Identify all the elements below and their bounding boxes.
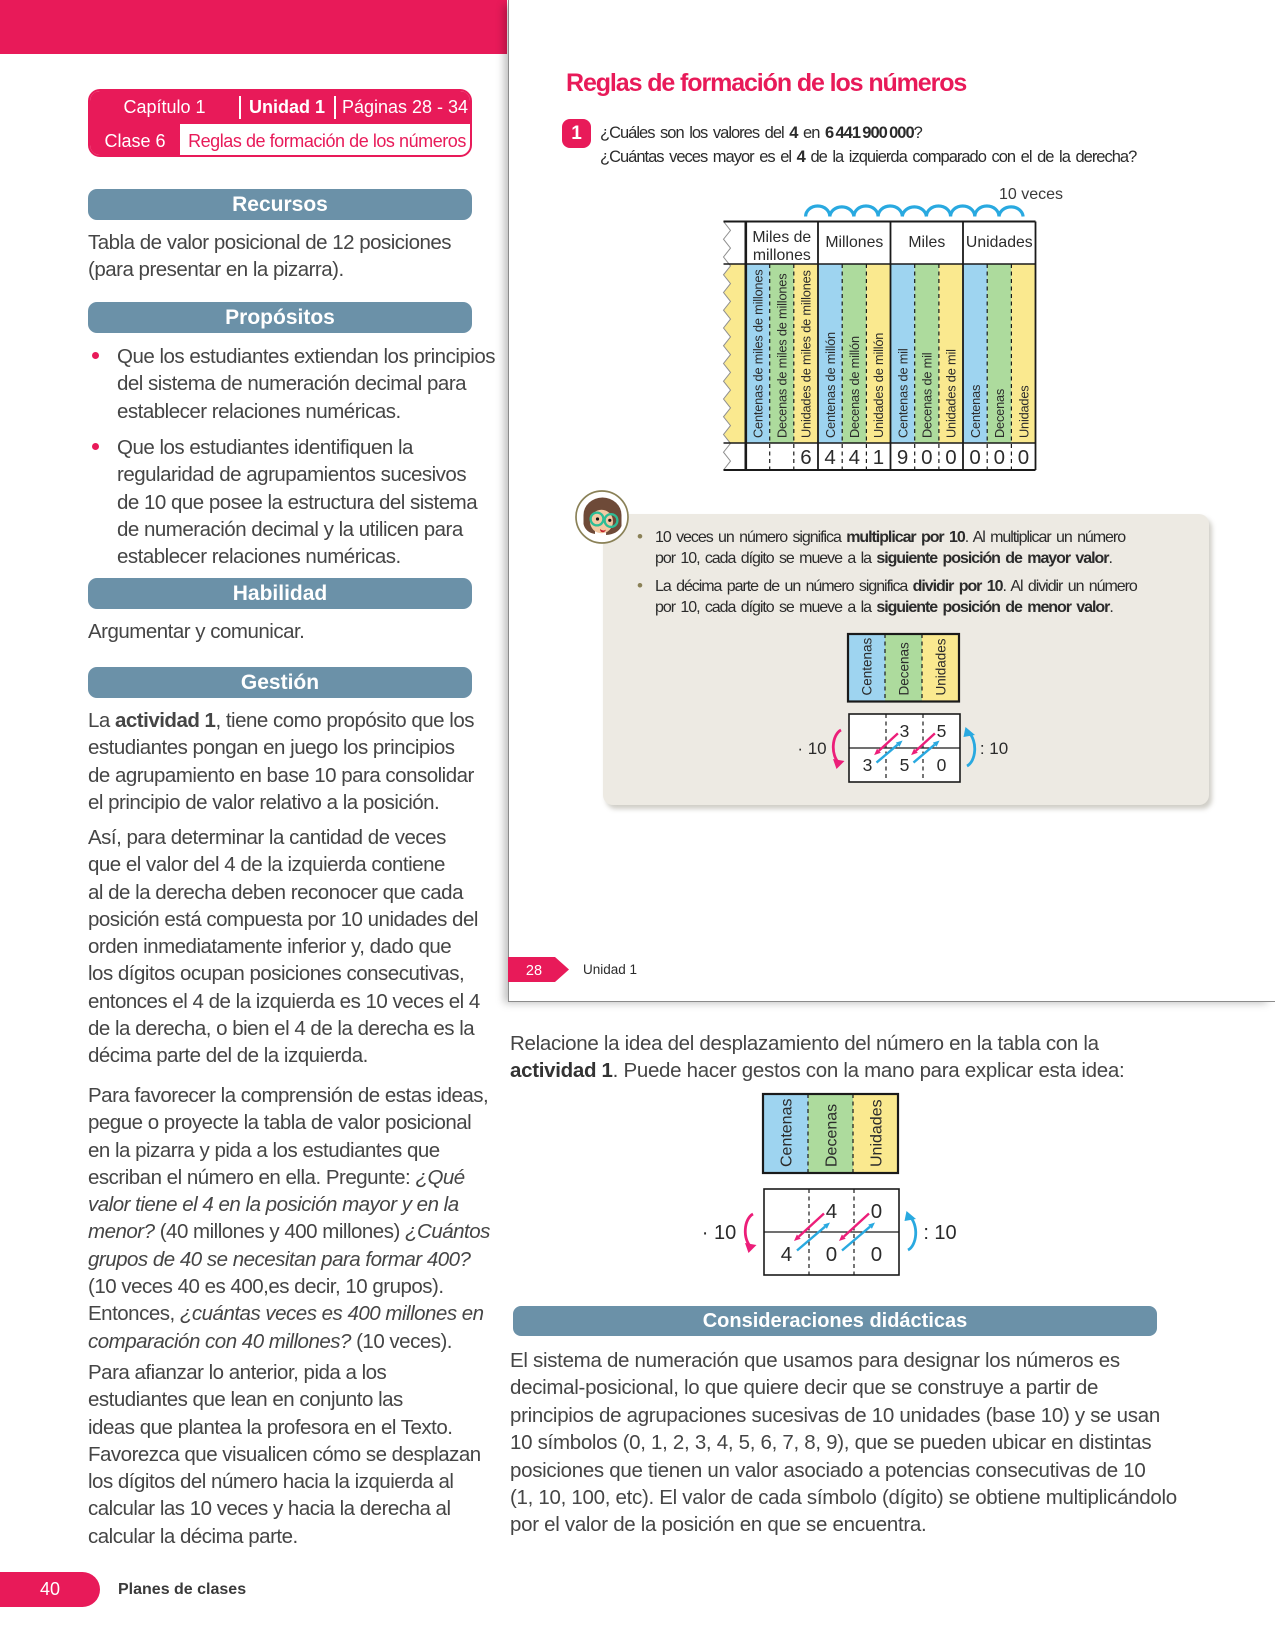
svg-text:Unidades: Unidades [868, 1099, 885, 1167]
svg-text:Centenas de miles de millones: Centenas de miles de millones [750, 270, 765, 438]
svg-text:Decenas: Decenas [992, 389, 1007, 438]
svg-text:28: 28 [526, 963, 542, 979]
svg-text:millones: millones [753, 247, 811, 264]
svg-text:0: 0 [969, 446, 980, 469]
svg-text:Decenas: Decenas [897, 642, 912, 696]
svg-text:9: 9 [897, 446, 908, 469]
svg-text:0: 0 [871, 1243, 882, 1266]
svg-text:Decenas de mil: Decenas de mil [920, 353, 935, 438]
svg-text:0: 0 [921, 446, 932, 469]
svg-text:: 10: : 10 [980, 739, 1008, 758]
svg-text:10 veces: 10 veces [999, 186, 1063, 203]
svg-text:Decenas de miles de millones: Decenas de miles de millones [775, 274, 790, 438]
svg-text:4: 4 [826, 1200, 837, 1223]
svg-text:· 10: · 10 [797, 739, 826, 758]
svg-text:1: 1 [873, 446, 884, 469]
svg-text:4: 4 [824, 446, 835, 469]
svg-text:3: 3 [900, 721, 910, 741]
svg-text:Miles: Miles [908, 234, 945, 251]
svg-text:Millones: Millones [825, 234, 883, 251]
svg-text:0: 0 [1018, 446, 1029, 469]
svg-text:Unidades de millón: Unidades de millón [871, 333, 886, 438]
svg-text:: 10: : 10 [923, 1222, 956, 1244]
svg-text:Centenas: Centenas [860, 637, 875, 695]
svg-text:Unidades de miles de millones: Unidades de miles de millones [799, 270, 814, 438]
svg-text:Miles de: Miles de [752, 229, 811, 246]
svg-text:Unidades de mil: Unidades de mil [944, 349, 959, 438]
svg-text:4: 4 [781, 1243, 792, 1266]
svg-text:0: 0 [871, 1200, 882, 1223]
svg-text:Decenas de millón: Decenas de millón [847, 336, 862, 438]
svg-text:5: 5 [900, 755, 910, 775]
svg-text:0: 0 [945, 446, 956, 469]
svg-text:Centenas: Centenas [778, 1099, 795, 1168]
svg-text:Unidades: Unidades [1016, 386, 1031, 438]
svg-text:4: 4 [849, 446, 860, 469]
svg-text:3: 3 [863, 755, 873, 775]
svg-text:Decenas: Decenas [823, 1104, 840, 1167]
svg-text:0: 0 [937, 755, 947, 775]
svg-text:Centenas de millón: Centenas de millón [823, 332, 838, 438]
svg-text:0: 0 [826, 1243, 837, 1266]
svg-text:6: 6 [800, 446, 811, 469]
svg-text:Unidades: Unidades [934, 638, 949, 695]
svg-text:Centenas: Centenas [968, 385, 983, 438]
svg-text:· 10: · 10 [702, 1222, 736, 1244]
svg-text:0: 0 [994, 446, 1005, 469]
svg-text:5: 5 [937, 721, 947, 741]
svg-text:Centenas de mil: Centenas de mil [895, 349, 910, 438]
svg-text:Unidades: Unidades [966, 234, 1033, 251]
